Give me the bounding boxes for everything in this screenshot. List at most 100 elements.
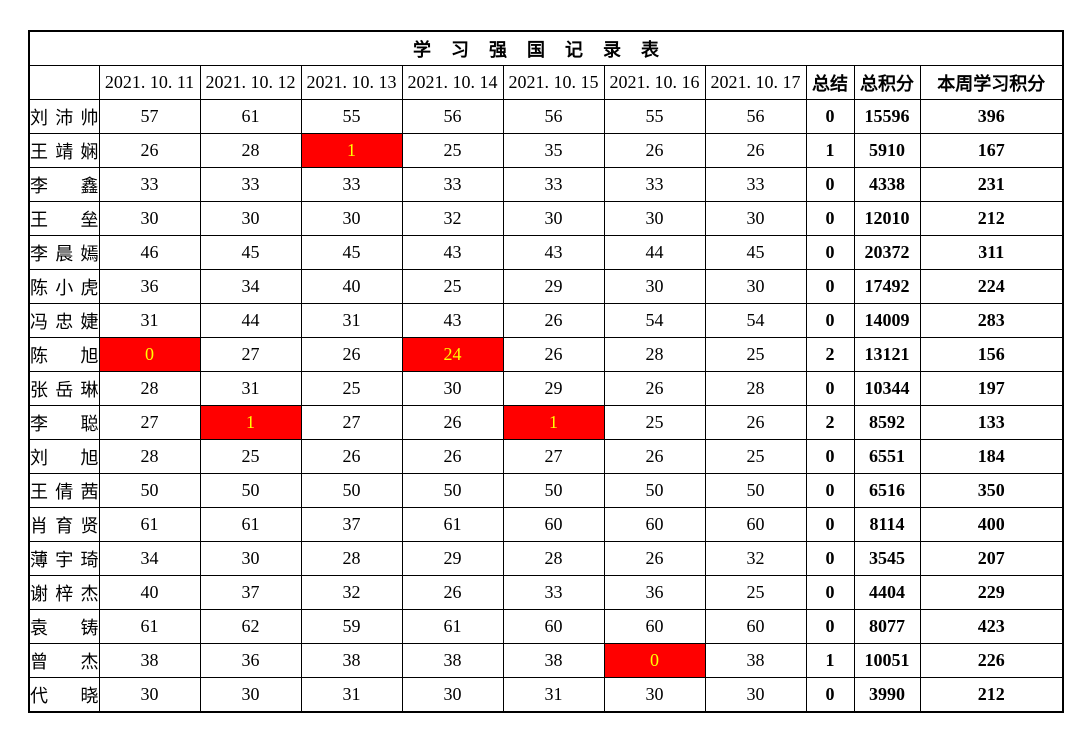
day-score-cell: 38 [98, 643, 201, 678]
day-score-cell: 29 [401, 541, 504, 576]
total-points-cell: 3990 [853, 677, 921, 713]
table-row: 代晓 30 30 31 30 31 30 30 0 3990 212 [28, 677, 1064, 713]
day-score-cell: 60 [502, 609, 605, 644]
table-row: 王倩茜 50 50 50 50 50 50 50 0 6516 350 [28, 473, 1064, 508]
header-row: 2021. 10. 11 2021. 10. 12 2021. 10. 13 2021… [28, 65, 1064, 100]
day-score-cell: 33 [300, 167, 403, 202]
total-points-cell: 14009 [853, 303, 921, 338]
day-score-cell: 50 [502, 473, 605, 508]
day-score-cell: 1 [300, 133, 403, 168]
table-row: 李晨嫣 46 45 45 43 43 44 45 0 20372 311 [28, 235, 1064, 270]
week-points-cell: 133 [919, 405, 1064, 440]
summary-count-cell: 0 [805, 371, 855, 406]
total-points-cell: 13121 [853, 337, 921, 372]
student-name-cell: 李晨嫣 [28, 235, 100, 270]
day-score-cell: 28 [98, 439, 201, 474]
day-score-cell: 55 [300, 99, 403, 134]
day-score-cell: 45 [300, 235, 403, 270]
day-score-cell: 32 [704, 541, 807, 576]
day-score-cell: 56 [502, 99, 605, 134]
summary-count-cell: 0 [805, 439, 855, 474]
day-score-cell: 33 [603, 167, 706, 202]
day-score-cell: 26 [502, 337, 605, 372]
day-score-cell: 37 [300, 507, 403, 542]
student-name-cell: 李鑫 [28, 167, 100, 202]
day-score-cell: 38 [502, 643, 605, 678]
total-points-cell: 4404 [853, 575, 921, 610]
day-score-cell: 30 [199, 201, 302, 236]
record-sheet: 学习强国记录表 2021. 10. 11 2021. 10. 12 2021. 10… [28, 30, 1064, 713]
day-score-cell: 31 [199, 371, 302, 406]
day-score-cell: 31 [300, 303, 403, 338]
day-score-cell: 30 [98, 201, 201, 236]
day-score-cell: 25 [704, 575, 807, 610]
student-name-cell: 陈旭 [28, 337, 100, 372]
day-score-cell: 30 [704, 201, 807, 236]
day-score-cell: 33 [98, 167, 201, 202]
day-score-cell: 27 [502, 439, 605, 474]
day-score-cell: 30 [199, 677, 302, 713]
summary-count-cell: 0 [805, 575, 855, 610]
week-points-cell: 400 [919, 507, 1064, 542]
day-score-cell: 30 [300, 201, 403, 236]
day-score-cell: 36 [98, 269, 201, 304]
day-score-cell: 28 [98, 371, 201, 406]
day-score-cell: 26 [603, 371, 706, 406]
day-score-cell: 30 [603, 269, 706, 304]
day-score-cell: 32 [300, 575, 403, 610]
summary-header-0: 总结 [805, 65, 855, 100]
day-score-cell: 24 [401, 337, 504, 372]
day-score-cell: 59 [300, 609, 403, 644]
day-score-cell: 30 [603, 201, 706, 236]
summary-count-cell: 0 [805, 235, 855, 270]
week-points-cell: 224 [919, 269, 1064, 304]
day-score-cell: 0 [98, 337, 201, 372]
day-score-cell: 25 [401, 133, 504, 168]
day-score-cell: 43 [502, 235, 605, 270]
student-name-cell: 谢梓杰 [28, 575, 100, 610]
day-score-cell: 33 [704, 167, 807, 202]
week-points-cell: 207 [919, 541, 1064, 576]
day-score-cell: 1 [502, 405, 605, 440]
week-points-cell: 283 [919, 303, 1064, 338]
week-points-cell: 229 [919, 575, 1064, 610]
date-header-6: 2021. 10. 17 [704, 65, 807, 100]
day-score-cell: 36 [603, 575, 706, 610]
total-points-cell: 3545 [853, 541, 921, 576]
day-score-cell: 31 [300, 677, 403, 713]
week-points-cell: 212 [919, 201, 1064, 236]
day-score-cell: 55 [603, 99, 706, 134]
day-score-cell: 60 [603, 507, 706, 542]
student-name-cell: 袁铸 [28, 609, 100, 644]
day-score-cell: 33 [401, 167, 504, 202]
week-points-cell: 197 [919, 371, 1064, 406]
day-score-cell: 45 [704, 235, 807, 270]
total-points-cell: 8592 [853, 405, 921, 440]
day-score-cell: 26 [300, 337, 403, 372]
date-header-5: 2021. 10. 16 [603, 65, 706, 100]
day-score-cell: 38 [401, 643, 504, 678]
week-points-cell: 212 [919, 677, 1064, 713]
day-score-cell: 60 [704, 609, 807, 644]
student-name-cell: 王垒 [28, 201, 100, 236]
summary-count-cell: 1 [805, 133, 855, 168]
table-row: 曾杰 38 36 38 38 38 0 38 1 10051 226 [28, 643, 1064, 678]
week-points-cell: 396 [919, 99, 1064, 134]
date-header-3: 2021. 10. 14 [401, 65, 504, 100]
day-score-cell: 25 [603, 405, 706, 440]
day-score-cell: 61 [401, 507, 504, 542]
week-points-cell: 350 [919, 473, 1064, 508]
table-row: 刘沛帅 57 61 55 56 56 55 56 0 15596 396 [28, 99, 1064, 134]
day-score-cell: 61 [98, 609, 201, 644]
day-score-cell: 28 [704, 371, 807, 406]
total-points-cell: 5910 [853, 133, 921, 168]
date-header-0: 2021. 10. 11 [98, 65, 201, 100]
day-score-cell: 26 [98, 133, 201, 168]
day-score-cell: 34 [199, 269, 302, 304]
summary-header-1: 总积分 [853, 65, 921, 100]
total-points-cell: 8114 [853, 507, 921, 542]
day-score-cell: 25 [300, 371, 403, 406]
student-name-cell: 代晓 [28, 677, 100, 713]
week-points-cell: 231 [919, 167, 1064, 202]
date-header-4: 2021. 10. 15 [502, 65, 605, 100]
